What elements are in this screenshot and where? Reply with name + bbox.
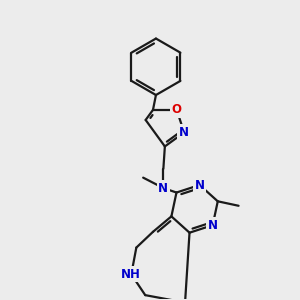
Text: N: N	[158, 182, 168, 194]
Text: N: N	[208, 219, 218, 232]
Text: N: N	[179, 126, 189, 139]
Text: NH: NH	[121, 268, 141, 281]
Text: O: O	[172, 103, 182, 116]
Text: N: N	[195, 178, 205, 191]
